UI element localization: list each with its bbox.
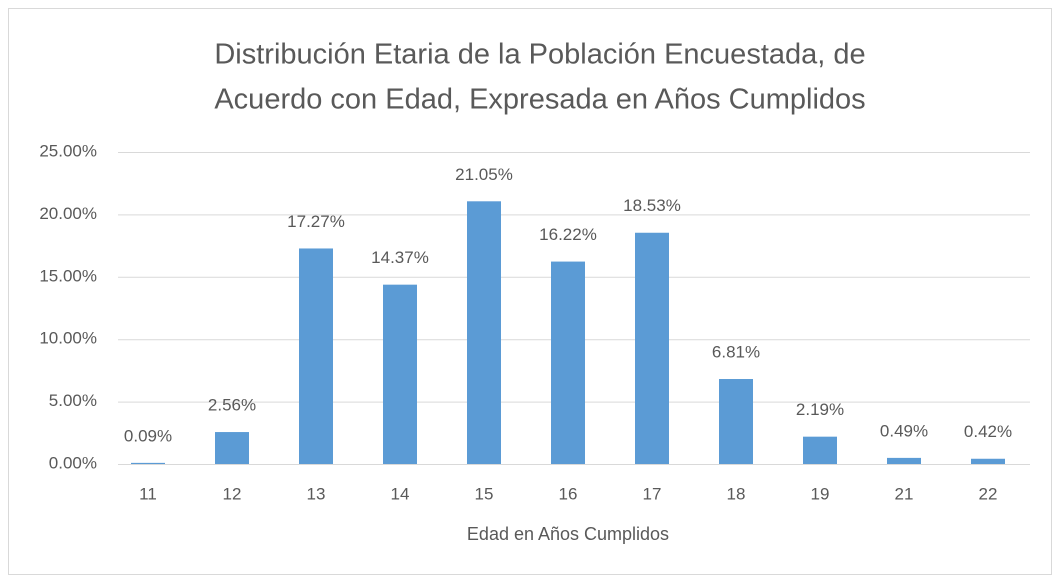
x-tick-label: 22 — [979, 484, 998, 503]
x-tick-label: 17 — [643, 484, 662, 503]
y-tick-label: 10.00% — [39, 329, 97, 348]
bar — [803, 436, 837, 464]
chart-border — [8, 8, 1052, 575]
bar — [719, 379, 753, 464]
chart-title: Acuerdo con Edad, Expresada en Años Cump… — [214, 84, 865, 116]
bar — [299, 248, 333, 464]
bar — [551, 261, 585, 464]
value-label: 18.53% — [623, 196, 681, 215]
value-label: 16.22% — [539, 225, 597, 244]
bar — [215, 432, 249, 464]
bar — [383, 284, 417, 464]
x-tick-label: 21 — [895, 484, 914, 503]
value-label: 14.37% — [371, 248, 429, 267]
value-label: 2.56% — [208, 396, 256, 415]
x-tick-label: 13 — [307, 484, 326, 503]
value-label: 0.42% — [964, 422, 1012, 441]
chart-title: Distribución Etaria de la Población Encu… — [214, 39, 865, 71]
bar — [467, 201, 501, 464]
value-label: 0.09% — [124, 426, 172, 445]
x-tick-label: 18 — [727, 484, 746, 503]
value-label: 17.27% — [287, 212, 345, 231]
bar — [887, 457, 921, 464]
bar — [635, 232, 669, 464]
value-label: 6.81% — [712, 342, 760, 361]
x-tick-label: 15 — [475, 484, 494, 503]
y-tick-label: 15.00% — [39, 266, 97, 285]
x-tick-label: 16 — [559, 484, 578, 503]
value-label: 21.05% — [455, 165, 513, 184]
y-tick-label: 20.00% — [39, 204, 97, 223]
x-axis-title: Edad en Años Cumplidos — [467, 524, 669, 544]
value-label: 2.19% — [796, 400, 844, 419]
x-tick-label: 19 — [811, 484, 830, 503]
y-tick-label: 25.00% — [39, 141, 97, 160]
x-tick-label: 12 — [223, 484, 242, 503]
x-tick-label: 11 — [139, 484, 157, 503]
bar — [131, 462, 165, 464]
bar — [971, 458, 1005, 464]
x-tick-label: 14 — [391, 484, 410, 503]
value-label: 0.49% — [880, 421, 928, 440]
y-tick-label: 0.00% — [49, 453, 97, 472]
y-tick-label: 5.00% — [49, 391, 97, 410]
